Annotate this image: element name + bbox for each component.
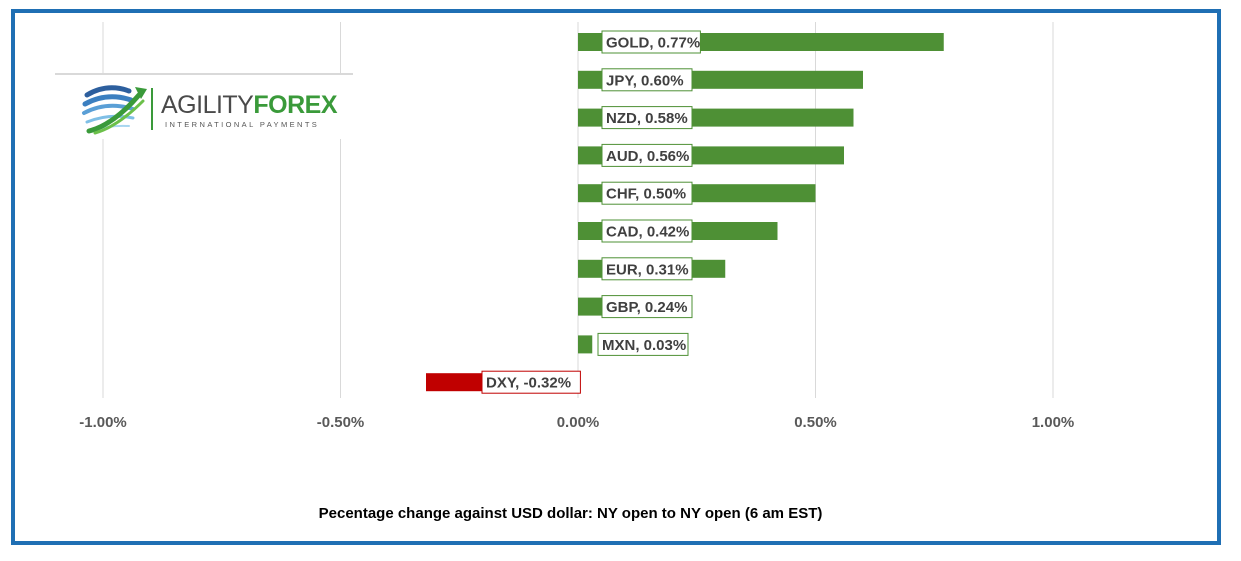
bar-mxn xyxy=(578,335,593,354)
logo-subtitle: INTERNATIONAL PAYMENTS xyxy=(165,120,320,129)
data-label-eur: EUR, 0.31% xyxy=(606,261,689,278)
x-tick-label: 0.00% xyxy=(557,414,600,431)
data-label-box xyxy=(601,219,693,243)
x-tick-label: -0.50% xyxy=(317,414,365,431)
data-label-box xyxy=(601,30,701,54)
data-label-mxn: MXN, 0.03% xyxy=(602,337,686,354)
agility-forex-logo: AGILITYFOREX INTERNATIONAL PAYMENTS xyxy=(55,73,353,139)
globe-logo-icon xyxy=(82,85,147,135)
data-label-chf: CHF, 0.50% xyxy=(606,186,686,203)
x-axis-ticks: -1.00% -0.50% 0.00% 0.50% 1.00% xyxy=(79,414,1074,431)
data-label-nzd: NZD, 0.58% xyxy=(606,110,688,127)
data-label-gbp: GBP, 0.24% xyxy=(606,299,687,316)
x-tick-label: 0.50% xyxy=(794,414,837,431)
data-label-box xyxy=(601,295,693,319)
data-label-box xyxy=(601,257,693,281)
data-label-box xyxy=(601,143,693,167)
data-label-box xyxy=(481,370,581,394)
x-tick-label: 1.00% xyxy=(1032,414,1075,431)
logo-wordmark: AGILITYFOREX xyxy=(161,91,337,119)
data-label-cad: CAD, 0.42% xyxy=(606,224,689,241)
data-label-aud: AUD, 0.56% xyxy=(606,148,689,165)
chart-caption: Pecentage change against USD dollar: NY … xyxy=(318,505,823,522)
data-label-jpy: JPY, 0.60% xyxy=(606,72,684,89)
data-label-dxy: DXY, -0.32% xyxy=(486,375,571,392)
data-label-box xyxy=(601,181,693,205)
data-labels: GOLD, 0.77% JPY, 0.60% NZD, 0.58% AUD, 0.56… xyxy=(481,30,701,394)
data-label-box xyxy=(597,332,689,356)
data-label-box xyxy=(601,106,693,130)
data-label-gold: GOLD, 0.77% xyxy=(606,35,700,52)
x-tick-label: -1.00% xyxy=(79,414,127,431)
data-label-box xyxy=(601,68,693,92)
